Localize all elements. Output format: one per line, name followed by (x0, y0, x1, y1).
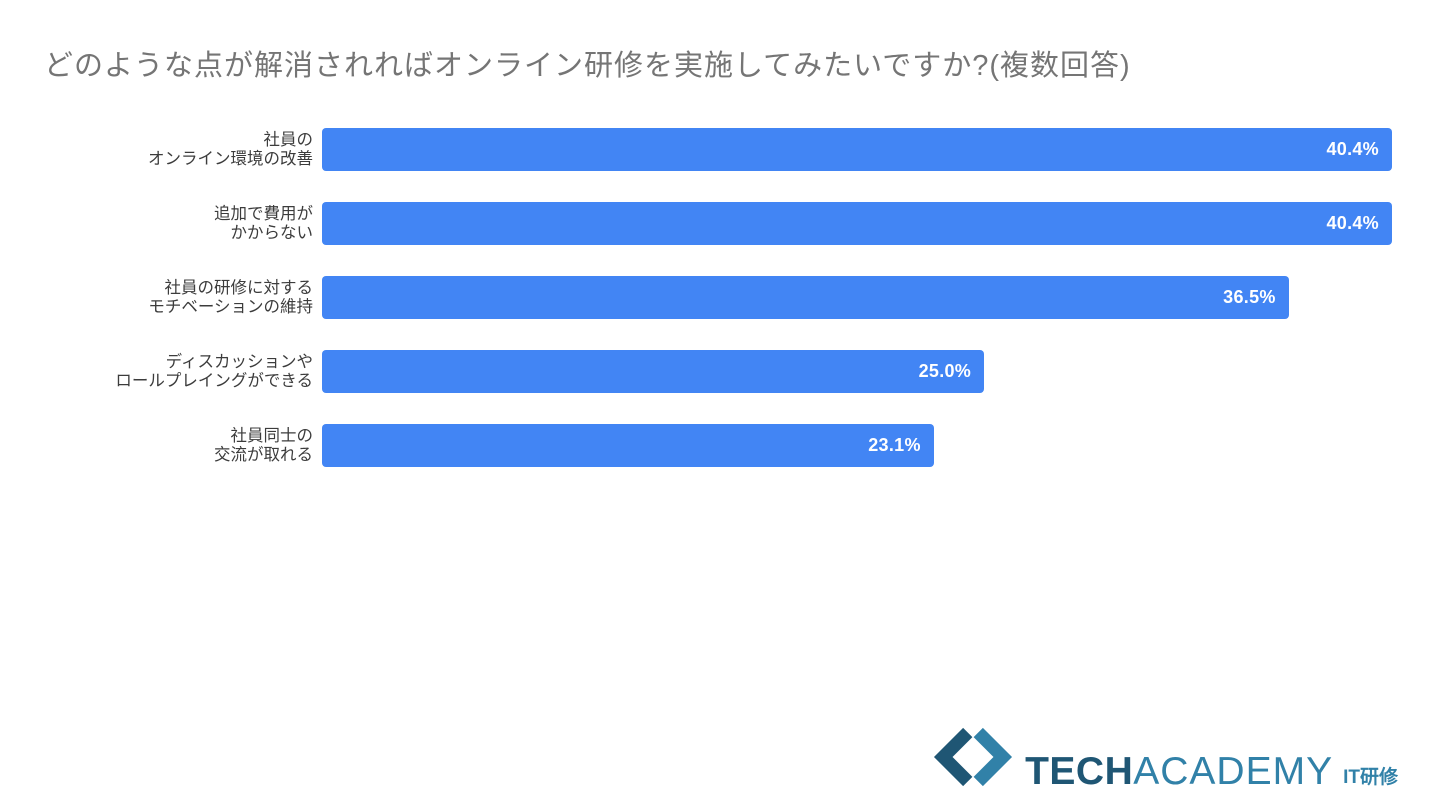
techacademy-logo: TECH ACADEMY IT研修 (931, 726, 1398, 794)
category-label-line: 交流が取れる (214, 445, 313, 464)
bar-row: 追加で費用が かからない 40.4% (44, 202, 1392, 245)
bar-value-label: 25.0% (918, 361, 972, 381)
category-label-line: ロールプレイングができる (115, 371, 313, 390)
category-label-line: 社員同士の (230, 426, 314, 445)
bar: 40.4% (322, 128, 1392, 171)
category-label-line: かからない (230, 223, 314, 242)
bar-value-label: 40.4% (1326, 213, 1379, 233)
bar-row: 社員同士の 交流が取れる 23.1% (44, 424, 1392, 467)
chart-title: どのような点が解消されればオンライン研修を実施してみたいですか?(複数回答) (44, 50, 1131, 82)
logo-text-academy: ACADEMY (1133, 750, 1334, 794)
bar-track: 36.5% (322, 276, 1392, 319)
category-label-line: 社員の (263, 130, 314, 149)
bar-rows: 社員の オンライン環境の改善 40.4% 追加で費用が かからない 40.4% … (44, 128, 1392, 467)
category-label: ディスカッションや ロールプレイングができる (44, 353, 322, 391)
bar: 36.5% (322, 276, 1289, 319)
logo-text-it-kenshu: IT研修 (1343, 767, 1398, 788)
bar: 25.0% (322, 350, 985, 393)
bar-track: 40.4% (322, 202, 1392, 245)
category-label-line: 社員の研修に対する (164, 278, 314, 297)
chevron-right (973, 727, 1013, 787)
bar-value-label: 36.5% (1223, 287, 1276, 307)
category-label: 社員同士の 交流が取れる (44, 427, 322, 465)
bar-row: ディスカッションや ロールプレイングができる 25.0% (44, 350, 1392, 393)
bar-value-label: 40.4% (1326, 139, 1379, 159)
category-label: 社員の オンライン環境の改善 (44, 131, 322, 169)
bar-track: 40.4% (322, 128, 1392, 171)
logo-text-tech: TECH (1025, 750, 1134, 794)
bar-chart: 社員の オンライン環境の改善 40.4% 追加で費用が かからない 40.4% … (44, 128, 1392, 498)
category-label-line: ディスカッションや (165, 352, 313, 371)
code-chevrons-icon (934, 727, 1013, 787)
bar-row: 社員の オンライン環境の改善 40.4% (44, 128, 1392, 171)
chevron-left (934, 727, 973, 787)
category-label-line: モチベーションの維持 (148, 297, 313, 316)
bar-value-label: 23.1% (868, 435, 921, 455)
bar-track: 23.1% (322, 424, 1392, 467)
category-label-line: オンライン環境の改善 (148, 149, 313, 168)
category-label: 追加で費用が かからない (44, 205, 322, 243)
bar: 40.4% (322, 202, 1392, 245)
category-label-line: 追加で費用が (214, 204, 313, 223)
bar-row: 社員の研修に対する モチベーションの維持 36.5% (44, 276, 1392, 319)
bar-track: 25.0% (322, 350, 1392, 393)
category-label: 社員の研修に対する モチベーションの維持 (44, 279, 322, 317)
bar: 23.1% (322, 424, 934, 467)
